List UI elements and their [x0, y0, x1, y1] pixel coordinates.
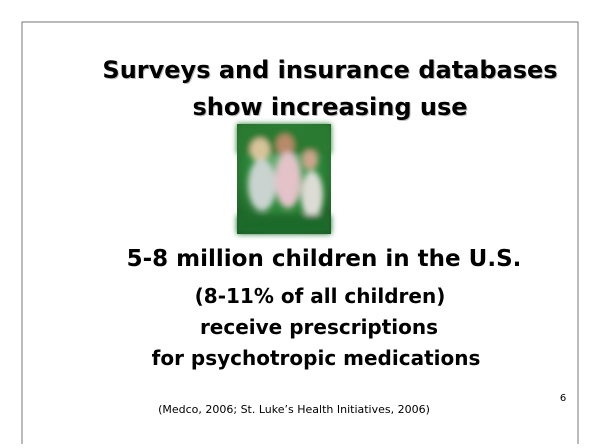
body-line: (8-11% of all children) [195, 284, 446, 308]
citation: (Medco, 2006; St. Luke’s Health Initiati… [158, 403, 430, 416]
body-line: receive prescriptions [200, 315, 438, 339]
body-line: 5-8 million children in the U.S. [127, 246, 522, 272]
page-number: 6 [560, 393, 566, 404]
slide-title: Surveys and insurance databases [102, 56, 557, 84]
photo [237, 124, 331, 234]
slide-title: show increasing use [192, 93, 467, 121]
body-line: for psychotropic medications [152, 346, 481, 370]
slide-frame [21, 21, 579, 444]
